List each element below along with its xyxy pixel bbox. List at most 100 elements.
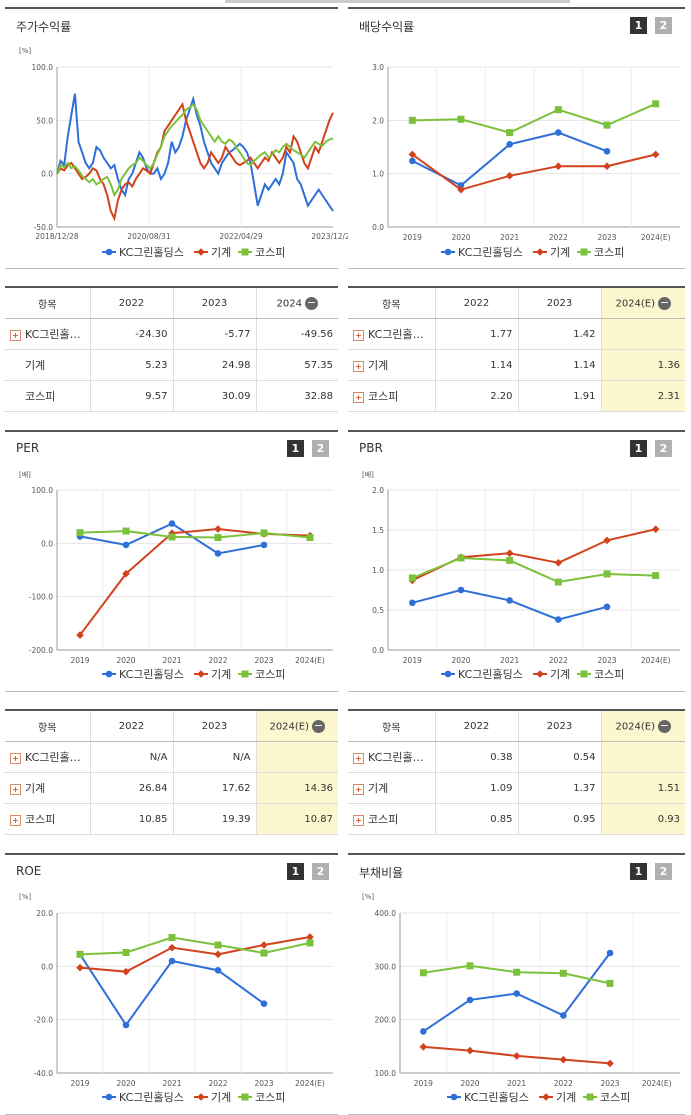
row-label-cell[interactable]: 코스피 bbox=[5, 380, 90, 412]
kc-legend-marker bbox=[444, 248, 452, 256]
toggle-button-2[interactable]: 2 bbox=[312, 440, 329, 457]
toggle-button-2[interactable]: 2 bbox=[655, 440, 672, 457]
collapse-icon[interactable]: − bbox=[658, 295, 672, 310]
y-tick-label: 100.0 bbox=[375, 1069, 397, 1078]
legend-label: 코스피 bbox=[594, 668, 624, 681]
expand-icon[interactable]: + bbox=[353, 814, 364, 826]
row-label-cell[interactable]: + 기계 bbox=[348, 349, 435, 381]
row-label-cell[interactable]: + KC그린홀… bbox=[348, 318, 435, 350]
table-header-row: 항목 2022 2023 2024(E) − bbox=[348, 287, 685, 319]
value-cell: 0.54 bbox=[517, 741, 601, 773]
row-label: 코스피 bbox=[25, 390, 56, 403]
header-label: 2023 bbox=[201, 720, 228, 732]
dividend-table: 항목 2022 2023 2024(E) − + KC그린홀… 1.77 1.42 + 기계 1.14… bbox=[348, 286, 685, 412]
kospi-point bbox=[214, 534, 222, 542]
kc-legend-marker bbox=[444, 670, 452, 678]
machine-legend-marker bbox=[536, 670, 544, 678]
legend-label: KC그린홀딩스 bbox=[119, 668, 184, 681]
legend-label: 기계 bbox=[550, 246, 570, 259]
machine-point bbox=[606, 1059, 614, 1068]
row-label-cell[interactable]: + 코스피 bbox=[5, 803, 90, 835]
panel-title: 배당수익률 bbox=[359, 20, 415, 34]
expand-icon[interactable]: + bbox=[10, 783, 21, 795]
value-cell: -49.56 bbox=[255, 318, 338, 350]
kospi-series-line bbox=[79, 936, 311, 956]
toggle-button-1[interactable]: 1 bbox=[630, 17, 647, 34]
toggle-button-1[interactable]: 1 bbox=[287, 440, 304, 457]
panel-title: PER bbox=[16, 441, 40, 455]
kospi-point bbox=[122, 948, 130, 956]
toggle-button-2[interactable]: 2 bbox=[312, 863, 329, 880]
toggle-button-2[interactable]: 2 bbox=[655, 17, 672, 34]
row-label-cell[interactable]: + KC그린홀… bbox=[5, 318, 90, 350]
kospi-point bbox=[306, 534, 314, 542]
expand-icon[interactable]: + bbox=[353, 752, 364, 764]
row-label-cell[interactable]: 기계 bbox=[5, 349, 90, 381]
toggle-button-1[interactable]: 1 bbox=[630, 440, 647, 457]
row-label-cell[interactable]: + KC그린홀… bbox=[5, 741, 90, 773]
kc-point bbox=[506, 597, 513, 604]
per-table: 항목 2022 2023 2024(E) − + KC그린홀… N/A N/A + 기계 26.84 1… bbox=[5, 709, 338, 835]
machine-legend-marker bbox=[542, 1093, 550, 1101]
y-tick-label: 0.0 bbox=[41, 962, 53, 971]
table-row: + KC그린홀… -24.30 -5.77 -49.56 bbox=[5, 318, 338, 350]
kospi-legend-marker bbox=[241, 1093, 249, 1101]
toggle-button-1[interactable]: 1 bbox=[630, 863, 647, 880]
row-label-cell[interactable]: + 기계 bbox=[5, 772, 90, 804]
expand-icon[interactable]: + bbox=[353, 360, 364, 372]
x-tick-label: 2024(E) bbox=[295, 1079, 325, 1088]
row-label-cell[interactable]: + KC그린홀… bbox=[348, 741, 435, 773]
kc-point bbox=[168, 520, 176, 527]
toggle-button-2[interactable]: 2 bbox=[655, 863, 672, 880]
expand-icon[interactable]: + bbox=[353, 391, 364, 403]
header-label: 항목 bbox=[382, 722, 401, 734]
kc-point bbox=[560, 1012, 567, 1019]
x-tick-label: 2020 bbox=[116, 656, 135, 665]
value-cell: 9.57 bbox=[89, 380, 173, 412]
kc-point bbox=[168, 957, 176, 965]
value-cell: N/A bbox=[172, 741, 256, 773]
row-label-cell[interactable]: + 코스피 bbox=[348, 803, 435, 835]
x-tick-label: 2021 bbox=[162, 656, 181, 665]
machine-point bbox=[603, 536, 611, 545]
row-label-cell[interactable]: + 기계 bbox=[348, 772, 435, 804]
row-label-cell[interactable]: + 코스피 bbox=[348, 380, 435, 412]
header-label: 2024 bbox=[276, 298, 302, 309]
machine-point bbox=[122, 569, 130, 578]
x-tick-label: 2020 bbox=[460, 1079, 479, 1088]
legend-label: KC그린홀딩스 bbox=[464, 1091, 529, 1104]
expand-icon[interactable]: + bbox=[10, 329, 21, 341]
collapse-icon[interactable]: − bbox=[658, 718, 672, 733]
value-cell: 19.39 bbox=[172, 803, 256, 835]
y-tick-label: 0.0 bbox=[41, 170, 53, 179]
kospi-point bbox=[457, 554, 465, 562]
machine-point bbox=[466, 1046, 474, 1055]
y-tick-label: -20.0 bbox=[34, 1016, 54, 1025]
y-tick-label: 50.0 bbox=[36, 116, 53, 125]
kc-legend-marker bbox=[450, 1093, 458, 1101]
panel-title: ROE bbox=[16, 864, 42, 878]
x-tick-label: 2022 bbox=[549, 656, 568, 665]
x-tick-label: 2021 bbox=[507, 1079, 526, 1088]
kc-point bbox=[260, 1000, 268, 1007]
toggle-button-1[interactable]: 1 bbox=[287, 863, 304, 880]
y-tick-label: 100.0 bbox=[32, 486, 54, 495]
value-cell: 26.84 bbox=[89, 772, 173, 804]
expand-icon[interactable]: + bbox=[353, 329, 364, 341]
table-header-cell: 항목 bbox=[5, 710, 90, 742]
kc-point bbox=[420, 1028, 427, 1035]
table-row: + 코스피 2.20 1.91 2.31 bbox=[348, 380, 685, 412]
kospi-point bbox=[419, 969, 427, 977]
expand-icon[interactable]: + bbox=[353, 783, 364, 795]
kc-point bbox=[122, 541, 130, 549]
y-tick-label: 1.0 bbox=[372, 170, 384, 179]
expand-icon[interactable]: + bbox=[10, 752, 21, 764]
collapse-icon[interactable]: − bbox=[312, 718, 326, 733]
collapse-icon[interactable]: − bbox=[304, 295, 318, 310]
expand-icon[interactable]: + bbox=[10, 814, 21, 826]
y-tick-label: 0.5 bbox=[372, 606, 384, 615]
x-tick-label: 2022/04/29 bbox=[219, 232, 262, 241]
header-label: 2023 bbox=[201, 297, 228, 309]
machine-series-line bbox=[79, 936, 311, 973]
